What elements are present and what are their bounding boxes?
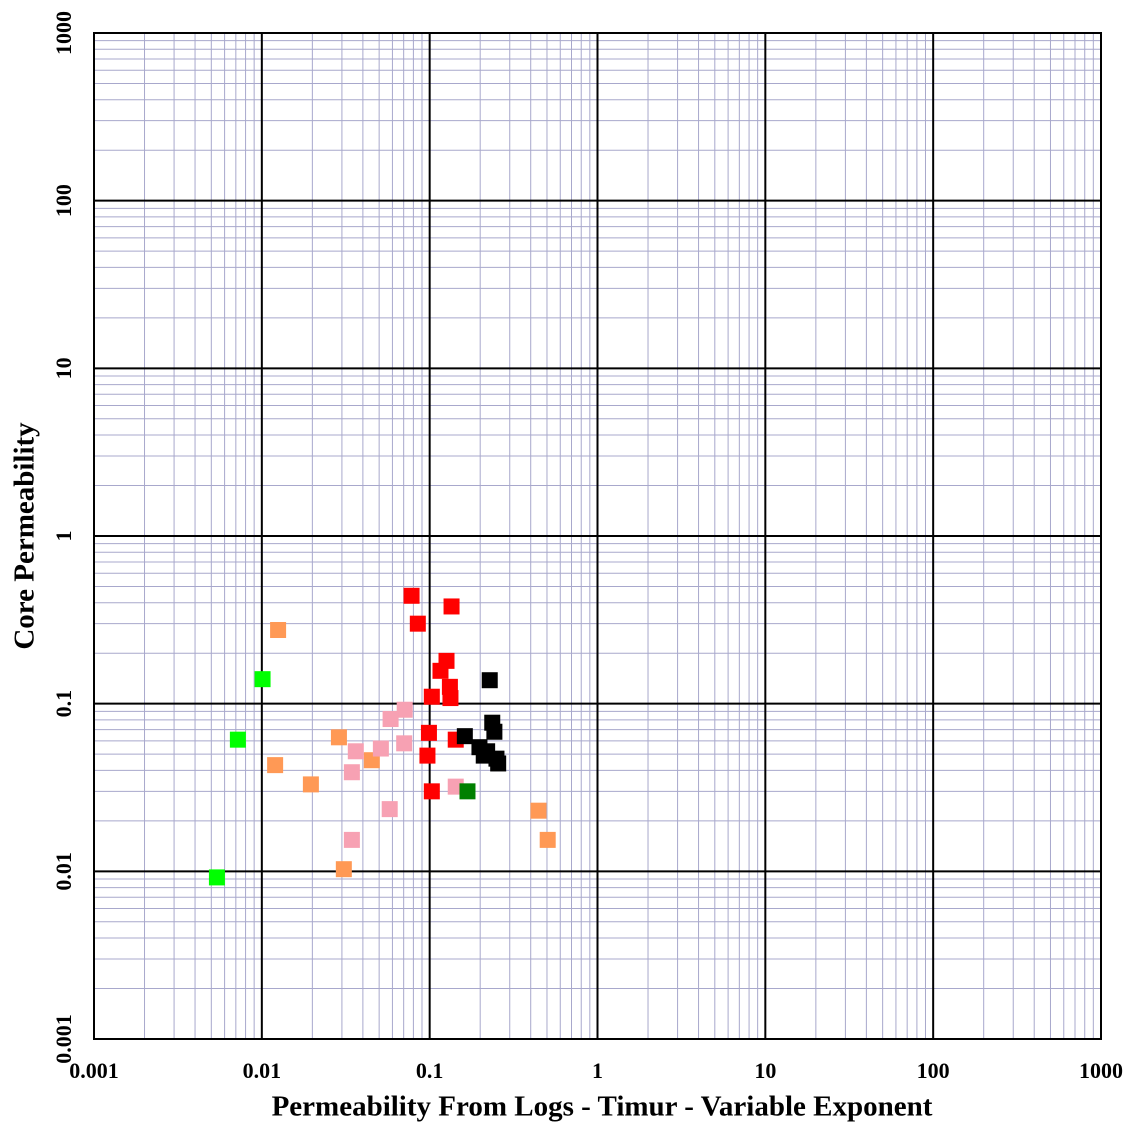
x-tick-label: 10 xyxy=(754,1058,776,1083)
y-tick-label: 1000 xyxy=(51,11,76,55)
point xyxy=(481,672,498,689)
point xyxy=(302,776,319,793)
point xyxy=(343,831,360,848)
plot-frame xyxy=(93,32,1102,1040)
y-tick-label: 10 xyxy=(51,357,76,379)
y-tick-label: 1 xyxy=(51,531,76,542)
point xyxy=(208,869,225,886)
x-tick-label: 100 xyxy=(917,1058,950,1083)
y-tick-label: 0.001 xyxy=(51,1014,76,1064)
point xyxy=(475,747,492,764)
x-tick-label: 0.001 xyxy=(69,1058,119,1083)
point xyxy=(382,711,399,728)
point xyxy=(381,801,398,818)
point xyxy=(423,688,440,705)
point xyxy=(270,622,287,639)
point xyxy=(347,743,364,760)
point xyxy=(432,662,449,679)
point xyxy=(254,671,271,688)
point xyxy=(335,861,352,878)
point xyxy=(490,755,507,772)
x-tick-label: 1 xyxy=(592,1058,603,1083)
marks xyxy=(208,587,556,886)
x-tick-label: 0.1 xyxy=(416,1058,444,1083)
x-tick-label: 0.01 xyxy=(243,1058,282,1083)
grid xyxy=(93,32,1102,1040)
x-tick-label: 1000 xyxy=(1079,1058,1123,1083)
point xyxy=(456,728,473,745)
point xyxy=(409,615,426,632)
point xyxy=(539,831,556,848)
x-axis-label: Permeability From Logs - Timur - Variabl… xyxy=(272,1091,933,1123)
point xyxy=(229,731,246,748)
point xyxy=(396,701,413,718)
point xyxy=(423,783,440,800)
point xyxy=(530,802,547,819)
point xyxy=(396,735,413,752)
point xyxy=(343,764,360,781)
point xyxy=(486,723,503,740)
point xyxy=(420,724,437,741)
point xyxy=(443,598,460,615)
y-axis-label: Core Permeability xyxy=(9,422,41,650)
y-tick-label: 0.1 xyxy=(51,690,76,718)
point xyxy=(372,740,389,757)
y-tick-label: 100 xyxy=(51,184,76,217)
point xyxy=(330,729,347,746)
point xyxy=(403,587,420,604)
point xyxy=(419,747,436,764)
point xyxy=(442,690,459,707)
point xyxy=(267,757,284,774)
y-tick-label: 0.01 xyxy=(51,852,76,891)
point xyxy=(459,783,476,800)
